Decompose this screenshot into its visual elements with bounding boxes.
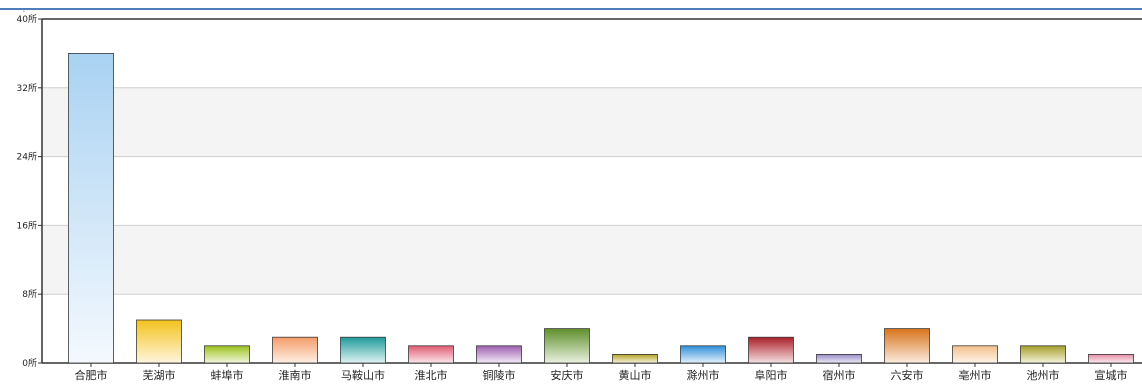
x-tick-label: 滁州市 xyxy=(687,368,720,382)
bar-4[interactable] xyxy=(272,336,318,364)
x-tick-label: 亳州市 xyxy=(959,368,992,382)
x-tick-label: 蚌埠市 xyxy=(211,368,244,382)
bar-15[interactable] xyxy=(1020,345,1066,364)
y-tick-label: 32所 xyxy=(17,83,37,94)
bar-16[interactable] xyxy=(1088,353,1134,364)
bar-13[interactable] xyxy=(884,328,930,364)
bar-7[interactable] xyxy=(476,345,522,364)
y-tick-label: 0所 xyxy=(22,358,37,369)
bar-12[interactable] xyxy=(816,353,862,364)
bar-8[interactable] xyxy=(544,328,590,364)
plot-band xyxy=(42,19,1142,88)
bar-11[interactable] xyxy=(748,336,794,364)
y-tick-label: 16所 xyxy=(17,220,37,231)
plot-band xyxy=(42,156,1142,226)
x-tick-label: 阜阳市 xyxy=(755,368,788,382)
bar-9[interactable] xyxy=(612,353,658,364)
bar-10[interactable] xyxy=(680,345,726,364)
x-tick-label: 黄山市 xyxy=(619,368,652,382)
x-tick-label: 马鞍山市 xyxy=(341,368,385,382)
top-border: ᐧ xyxy=(0,6,1142,18)
y-tick-label: 40所 xyxy=(17,14,37,25)
x-tick-label: 合肥市 xyxy=(75,368,108,382)
bar-2[interactable] xyxy=(136,319,182,364)
bar-1[interactable] xyxy=(68,53,114,364)
bar-3[interactable] xyxy=(204,345,250,364)
x-tick-label: 安庆市 xyxy=(551,368,584,382)
x-tick-label: 淮北市 xyxy=(415,368,448,382)
x-tick-label: 六安市 xyxy=(891,368,924,382)
y-tick-label: 8所 xyxy=(22,289,37,300)
x-tick-label: 芜湖市 xyxy=(143,368,176,382)
x-tick-label: 宿州市 xyxy=(823,368,856,382)
y-tick-label: 24所 xyxy=(17,152,37,163)
bar-14[interactable] xyxy=(952,345,998,364)
collapse-chevron-icon: ᐧ xyxy=(22,5,26,19)
bar-6[interactable] xyxy=(408,345,454,364)
plot-band xyxy=(42,225,1142,295)
x-tick-label: 淮南市 xyxy=(279,368,312,382)
x-tick-label: 池州市 xyxy=(1027,368,1060,382)
bar-5[interactable] xyxy=(340,336,386,364)
x-tick-label: 宣城市 xyxy=(1095,368,1128,382)
x-tick-label: 铜陵市 xyxy=(483,368,516,382)
plot-band xyxy=(42,87,1142,157)
